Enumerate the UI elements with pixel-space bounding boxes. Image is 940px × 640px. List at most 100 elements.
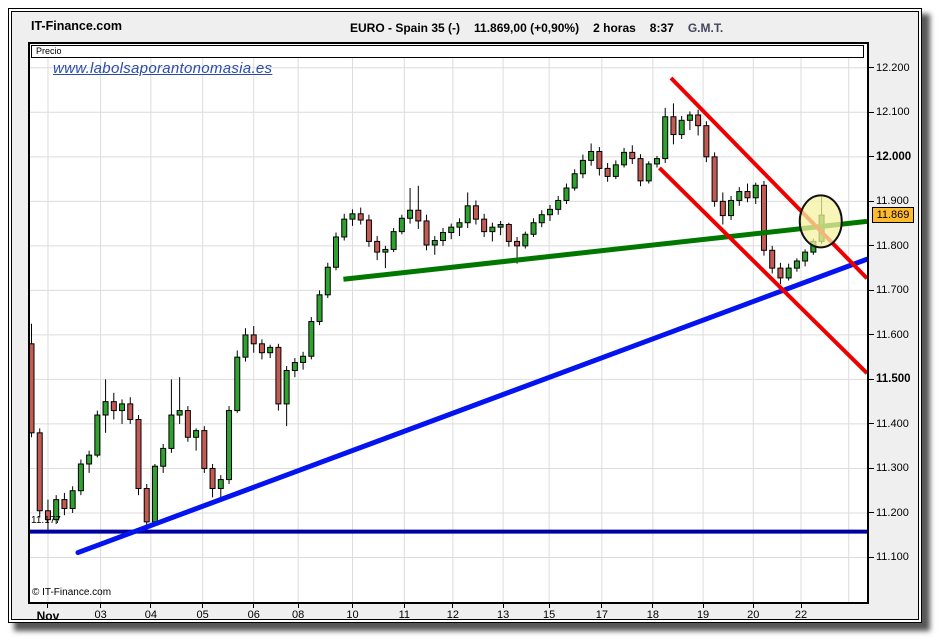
price-tick-12.100: 12.100	[869, 105, 910, 119]
tick-mark	[351, 604, 353, 608]
candle-body	[662, 116, 669, 160]
date-tick-08: 08	[280, 604, 316, 621]
candle-body	[407, 209, 414, 219]
candle-body	[30, 343, 35, 434]
candle-body	[291, 361, 298, 372]
candle-body	[127, 403, 134, 420]
tick-label: 11.300	[876, 462, 909, 475]
date-tick-11: 11	[386, 604, 422, 621]
candle-body	[546, 208, 553, 216]
tick-mark	[253, 604, 255, 608]
descending-trendline-red-lower	[658, 166, 867, 375]
date-tick-20: 20	[735, 604, 771, 621]
candle-body	[119, 403, 126, 412]
watermark-link[interactable]: www.labolsaporantonomasia.es	[53, 60, 273, 77]
tick-mark	[752, 604, 754, 608]
tick-mark	[869, 556, 874, 558]
tick-mark	[800, 604, 802, 608]
tick-mark	[869, 334, 874, 336]
date-tick-17: 17	[584, 604, 620, 621]
price-tick-11.100: 11.100	[869, 550, 909, 564]
candle-body	[316, 294, 323, 323]
candle-body	[176, 410, 183, 416]
tick-mark	[297, 604, 299, 608]
tick-mark	[652, 604, 654, 608]
price-axis: 12.200 12.100 12.000 11.900 11.800 11.700 11.6…	[869, 12, 919, 619]
date-tick-19: 19	[685, 604, 721, 621]
date-tick-12: 12	[435, 604, 471, 621]
tick-label: 12.200	[876, 61, 910, 74]
tick-label: 15	[543, 609, 556, 621]
copyright-text: © IT-Finance.com	[32, 587, 112, 598]
tick-mark	[452, 604, 454, 608]
tick-label: 03	[94, 609, 107, 621]
candle-body	[555, 199, 562, 210]
tick-label: 11.100	[876, 551, 909, 564]
candle-body	[489, 226, 496, 233]
candle-body	[69, 490, 76, 510]
brand-logo-text: IT-Finance.com	[31, 19, 122, 33]
candlestick-chart	[30, 58, 867, 602]
candle-body	[670, 116, 677, 136]
tick-label: 11.200	[876, 506, 909, 519]
candle-body	[719, 200, 726, 217]
candle-body	[341, 218, 348, 238]
candle-body	[785, 267, 792, 279]
candle-body	[201, 430, 208, 469]
candle-body	[653, 158, 660, 165]
date-tick-Nov: Nov	[30, 604, 66, 623]
candle-body	[728, 199, 735, 217]
candle-body	[472, 205, 479, 220]
tick-mark	[47, 604, 49, 608]
candle-body	[538, 214, 545, 224]
candle-body	[250, 334, 257, 345]
candle-body	[736, 191, 743, 201]
candle-body	[382, 248, 389, 253]
candle-body	[300, 355, 307, 363]
price-plot-frame: Precio www.labolsaporantonomasia.es 11.1…	[28, 42, 869, 604]
tick-label: 11.700	[876, 284, 909, 297]
candle-body	[374, 240, 381, 253]
candle-body	[703, 125, 710, 158]
panel-label-bar: Precio	[31, 45, 864, 58]
date-axis: Nov 03 04 05 06 08 10 11 12 13 15 17 18 19 20 22	[12, 604, 892, 628]
tick-label: 11.900	[876, 195, 909, 208]
tick-label: 12.000	[876, 150, 912, 163]
candle-body	[604, 167, 611, 177]
candle-body	[645, 163, 652, 182]
tick-label: 11.500	[876, 373, 911, 386]
tick-mark	[702, 604, 704, 608]
candle-body	[514, 240, 521, 247]
candle-body	[324, 266, 331, 296]
date-tick-04: 04	[133, 604, 169, 621]
candle-body	[629, 151, 636, 160]
candle-body	[333, 236, 340, 268]
candle-body	[686, 114, 693, 121]
date-tick-18: 18	[635, 604, 671, 621]
candle-body	[86, 454, 93, 465]
candle-body	[275, 346, 282, 405]
price-tick-12.000: 12.000	[869, 150, 911, 164]
tick-mark	[869, 289, 874, 291]
candle-body	[44, 510, 51, 521]
date-tick-22: 22	[783, 604, 819, 621]
timeframe-label: 2 horas	[593, 21, 636, 35]
tick-label: 04	[144, 609, 157, 621]
candle-body	[596, 150, 603, 169]
candle-body	[94, 414, 101, 456]
tick-label: 10	[346, 609, 359, 621]
tick-label: 12	[446, 609, 459, 621]
tick-label: 08	[292, 609, 305, 621]
tick-label: 12.100	[876, 106, 910, 119]
tick-mark	[869, 67, 874, 69]
tick-label: 05	[196, 609, 209, 621]
candle-body	[184, 410, 191, 438]
timezone-label: G.M.T.	[687, 21, 724, 35]
candle-body	[102, 401, 109, 416]
price-tick-11.700: 11.700	[869, 283, 909, 297]
descending-trendline-red-upper	[669, 76, 867, 280]
rising-trendline-green	[343, 218, 867, 282]
candle-body	[61, 499, 68, 510]
candle-body	[242, 334, 249, 358]
